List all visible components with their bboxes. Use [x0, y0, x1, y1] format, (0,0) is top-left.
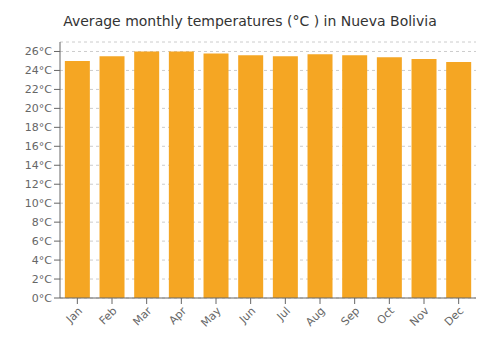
- svg-text:Feb: Feb: [97, 304, 120, 327]
- svg-text:14°C: 14°C: [25, 159, 52, 172]
- svg-text:Sep: Sep: [338, 304, 362, 328]
- svg-text:Apr: Apr: [166, 304, 189, 327]
- svg-text:20°C: 20°C: [25, 102, 52, 115]
- svg-text:Jun: Jun: [236, 304, 258, 326]
- svg-text:18°C: 18°C: [25, 121, 52, 134]
- svg-text:Dec: Dec: [442, 304, 466, 328]
- svg-text:6°C: 6°C: [32, 235, 52, 248]
- svg-text:8°C: 8°C: [32, 216, 52, 229]
- svg-text:Oct: Oct: [374, 304, 397, 327]
- svg-text:10°C: 10°C: [25, 197, 52, 210]
- svg-text:2°C: 2°C: [32, 273, 52, 286]
- svg-text:12°C: 12°C: [25, 178, 52, 191]
- svg-text:16°C: 16°C: [25, 140, 52, 153]
- svg-text:24°C: 24°C: [25, 64, 52, 77]
- svg-text:Aug: Aug: [303, 304, 327, 328]
- svg-text:Jul: Jul: [274, 304, 293, 323]
- svg-text:May: May: [198, 304, 224, 330]
- svg-text:Mar: Mar: [130, 304, 154, 328]
- svg-text:4°C: 4°C: [32, 254, 52, 267]
- svg-text:22°C: 22°C: [25, 83, 52, 96]
- svg-text:Nov: Nov: [407, 304, 432, 329]
- html-text:Average monthly temperatures (: Average monthly temperatures (°C ) in Nu…: [63, 13, 437, 29]
- svg-text:26°C: 26°C: [25, 45, 52, 58]
- svg-text:0°C: 0°C: [32, 292, 52, 305]
- svg-text:Jan: Jan: [63, 304, 85, 326]
